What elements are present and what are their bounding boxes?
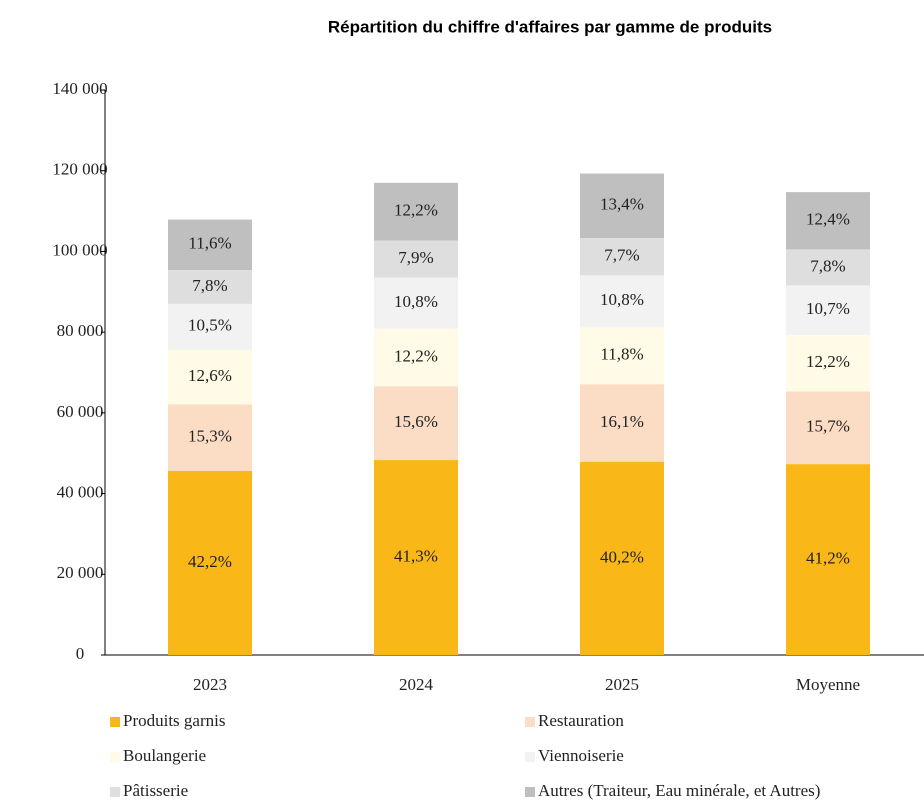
data-label: 11,6% [188,234,231,253]
data-label: 12,2% [806,352,850,371]
bar-segment [580,238,664,276]
data-label: 41,2% [806,548,850,567]
legend-label: Produits garnis [123,711,225,730]
bar-segment [786,334,870,392]
x-tick-label: Moyenne [796,675,860,694]
legend-swatch [110,752,120,762]
legend-label: Pâtisserie [123,781,188,800]
legend-swatch [110,787,120,797]
bar-segment [786,464,870,655]
data-label: 12,2% [394,201,438,220]
bar-segment [580,275,664,328]
data-label: 16,1% [600,412,644,431]
bar-segment [168,219,252,270]
bar-segment [786,391,870,465]
data-label: 15,6% [394,412,438,431]
bar-segment [580,384,664,462]
legend-swatch [525,787,535,797]
chart-title: Répartition du chiffre d'affaires par ga… [328,17,772,36]
bar-segment [168,470,252,655]
bar-segment [786,285,870,335]
data-label: 41,3% [394,546,438,565]
y-tick-label: 80 000 [57,321,104,340]
legend-label: Viennoiserie [538,746,624,765]
bar-segment [168,404,252,471]
bar-segment [580,461,664,655]
bar-segment [786,249,870,286]
y-tick-label: 120 000 [52,160,107,179]
data-label: 40,2% [600,547,644,566]
data-label: 12,4% [806,210,850,229]
y-tick-label: 20 000 [57,563,104,582]
bar-segment [374,386,458,461]
data-label: 7,8% [810,256,845,275]
y-tick-label: 100 000 [52,240,107,259]
bar-segment [786,192,870,250]
data-label: 10,8% [394,292,438,311]
bar-segment [374,182,458,241]
data-label: 10,8% [600,290,644,309]
data-label: 15,7% [806,417,850,436]
data-label: 7,9% [398,248,433,267]
legend-swatch [110,717,120,727]
bar-segment [374,240,458,278]
y-tick-label: 140 000 [52,79,107,98]
y-tick-label: 40 000 [57,482,104,501]
bar-segment [374,277,458,329]
data-label: 15,3% [188,427,232,446]
data-label: 12,6% [188,366,232,385]
legend-label: Autres (Traiteur, Eau minérale, et Autre… [538,781,820,800]
bar-segment [374,460,458,655]
data-label: 7,7% [604,246,639,265]
data-label: 42,2% [188,552,232,571]
x-tick-label: 2025 [605,675,639,694]
data-label: 10,7% [806,299,850,318]
bar-segment [374,328,458,387]
x-tick-label: 2024 [399,675,434,694]
y-tick-label: 60 000 [57,402,104,421]
data-label: 12,2% [394,346,438,365]
legend-swatch [525,752,535,762]
bar-segment [580,327,664,385]
bar-segment [168,269,252,304]
data-label: 11,8% [600,345,643,364]
data-label: 10,5% [188,316,232,335]
bar-segment [168,303,252,350]
bar-segment [580,173,664,239]
data-label: 13,4% [600,195,644,214]
y-tick-label: 0 [76,644,85,663]
bar-segment [168,349,252,405]
legend-label: Restauration [538,711,624,730]
legend-label: Boulangerie [123,746,206,765]
x-tick-label: 2023 [193,675,227,694]
legend-swatch [525,717,535,727]
data-label: 7,8% [192,276,227,295]
